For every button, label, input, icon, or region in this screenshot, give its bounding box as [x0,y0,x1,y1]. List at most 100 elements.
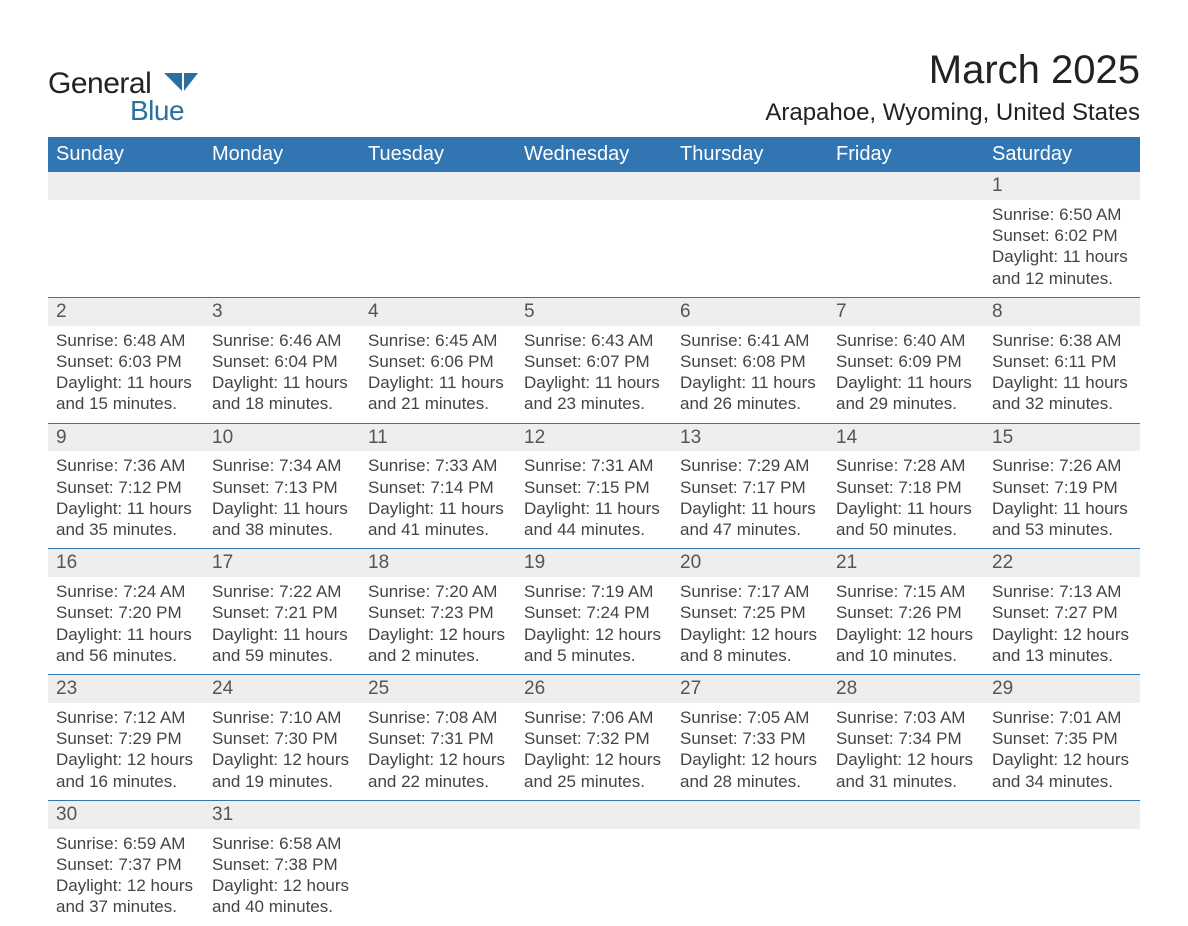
empty-cell [360,172,516,200]
daylight-line: Daylight: 11 hours and 44 minutes. [524,498,664,541]
day-number-row: 16171819202122 [48,549,1140,577]
title-block: March 2025 Arapahoe, Wyoming, United Sta… [765,48,1140,127]
daylight-line: Daylight: 11 hours and 56 minutes. [56,624,196,667]
sunrise-line: Sunrise: 6:58 AM [212,833,352,854]
empty-cell [672,800,828,828]
sunrise-line: Sunrise: 7:24 AM [56,581,196,602]
sunset-line: Sunset: 6:04 PM [212,351,352,372]
sunrise-line: Sunrise: 7:05 AM [680,707,820,728]
sunset-line: Sunset: 7:12 PM [56,477,196,498]
weekday-header: Tuesday [360,137,516,172]
daylight-line: Daylight: 12 hours and 5 minutes. [524,624,664,667]
sunset-line: Sunset: 7:24 PM [524,602,664,623]
day-detail: Sunrise: 7:29 AMSunset: 7:17 PMDaylight:… [672,451,828,549]
empty-cell [672,829,828,926]
sunset-line: Sunset: 7:13 PM [212,477,352,498]
empty-cell [672,200,828,298]
daylight-line: Daylight: 12 hours and 10 minutes. [836,624,976,667]
sunrise-line: Sunrise: 7:34 AM [212,455,352,476]
sunset-line: Sunset: 6:02 PM [992,225,1132,246]
sunrise-line: Sunrise: 7:19 AM [524,581,664,602]
empty-cell [204,200,360,298]
daylight-line: Daylight: 12 hours and 28 minutes. [680,749,820,792]
sunset-line: Sunset: 7:15 PM [524,477,664,498]
day-detail: Sunrise: 6:58 AMSunset: 7:38 PMDaylight:… [204,829,360,926]
daylight-line: Daylight: 11 hours and 47 minutes. [680,498,820,541]
sunset-line: Sunset: 7:30 PM [212,728,352,749]
daylight-line: Daylight: 12 hours and 22 minutes. [368,749,508,792]
sunrise-line: Sunrise: 7:20 AM [368,581,508,602]
day-number: 11 [360,423,516,451]
daylight-line: Daylight: 11 hours and 53 minutes. [992,498,1132,541]
weekday-header: Friday [828,137,984,172]
sunrise-line: Sunrise: 6:59 AM [56,833,196,854]
day-detail: Sunrise: 6:43 AMSunset: 6:07 PMDaylight:… [516,326,672,424]
sunrise-line: Sunrise: 7:10 AM [212,707,352,728]
day-detail: Sunrise: 7:36 AMSunset: 7:12 PMDaylight:… [48,451,204,549]
day-detail: Sunrise: 7:05 AMSunset: 7:33 PMDaylight:… [672,703,828,801]
day-number: 23 [48,675,204,703]
day-detail: Sunrise: 7:19 AMSunset: 7:24 PMDaylight:… [516,577,672,675]
daylight-line: Daylight: 12 hours and 16 minutes. [56,749,196,792]
sunrise-line: Sunrise: 6:43 AM [524,330,664,351]
sunrise-line: Sunrise: 7:03 AM [836,707,976,728]
daylight-line: Daylight: 11 hours and 50 minutes. [836,498,976,541]
day-detail-row: Sunrise: 6:50 AMSunset: 6:02 PMDaylight:… [48,200,1140,298]
empty-cell [984,829,1140,926]
empty-cell [828,200,984,298]
sunrise-line: Sunrise: 6:40 AM [836,330,976,351]
daylight-line: Daylight: 12 hours and 8 minutes. [680,624,820,667]
day-detail-row: Sunrise: 7:24 AMSunset: 7:20 PMDaylight:… [48,577,1140,675]
day-number: 27 [672,675,828,703]
day-number-row: 3031 [48,800,1140,828]
sunset-line: Sunset: 7:38 PM [212,854,352,875]
empty-cell [984,800,1140,828]
sunrise-line: Sunrise: 6:38 AM [992,330,1132,351]
day-detail: Sunrise: 7:34 AMSunset: 7:13 PMDaylight:… [204,451,360,549]
daylight-line: Daylight: 11 hours and 41 minutes. [368,498,508,541]
daylight-line: Daylight: 11 hours and 15 minutes. [56,372,196,415]
day-number: 13 [672,423,828,451]
header: General Blue March 2025 Arapahoe, Wyomin… [48,48,1140,127]
empty-cell [48,200,204,298]
daylight-line: Daylight: 12 hours and 34 minutes. [992,749,1132,792]
day-number: 9 [48,423,204,451]
day-detail: Sunrise: 7:01 AMSunset: 7:35 PMDaylight:… [984,703,1140,801]
day-detail: Sunrise: 6:50 AMSunset: 6:02 PMDaylight:… [984,200,1140,298]
empty-cell [360,829,516,926]
day-number: 4 [360,297,516,325]
day-number: 2 [48,297,204,325]
day-number-row: 9101112131415 [48,423,1140,451]
sunrise-line: Sunrise: 7:22 AM [212,581,352,602]
daylight-line: Daylight: 12 hours and 31 minutes. [836,749,976,792]
day-number: 6 [672,297,828,325]
day-number: 8 [984,297,1140,325]
sunrise-line: Sunrise: 7:29 AM [680,455,820,476]
daylight-line: Daylight: 11 hours and 32 minutes. [992,372,1132,415]
day-detail: Sunrise: 7:24 AMSunset: 7:20 PMDaylight:… [48,577,204,675]
sunrise-line: Sunrise: 7:06 AM [524,707,664,728]
weekday-header: Thursday [672,137,828,172]
day-number: 18 [360,549,516,577]
sunset-line: Sunset: 7:23 PM [368,602,508,623]
daylight-line: Daylight: 12 hours and 19 minutes. [212,749,352,792]
day-detail: Sunrise: 7:31 AMSunset: 7:15 PMDaylight:… [516,451,672,549]
sunrise-line: Sunrise: 6:45 AM [368,330,508,351]
daylight-line: Daylight: 11 hours and 12 minutes. [992,246,1132,289]
sunset-line: Sunset: 7:27 PM [992,602,1132,623]
day-detail-row: Sunrise: 6:59 AMSunset: 7:37 PMDaylight:… [48,829,1140,926]
day-detail: Sunrise: 6:46 AMSunset: 6:04 PMDaylight:… [204,326,360,424]
day-number: 10 [204,423,360,451]
day-number: 17 [204,549,360,577]
weekday-header-row: SundayMondayTuesdayWednesdayThursdayFrid… [48,137,1140,172]
sunset-line: Sunset: 7:19 PM [992,477,1132,498]
sunrise-line: Sunrise: 7:28 AM [836,455,976,476]
sunrise-line: Sunrise: 7:13 AM [992,581,1132,602]
day-detail: Sunrise: 7:26 AMSunset: 7:19 PMDaylight:… [984,451,1140,549]
weekday-header: Monday [204,137,360,172]
day-number: 16 [48,549,204,577]
empty-cell [828,172,984,200]
day-number: 12 [516,423,672,451]
daylight-line: Daylight: 11 hours and 18 minutes. [212,372,352,415]
day-detail: Sunrise: 7:15 AMSunset: 7:26 PMDaylight:… [828,577,984,675]
